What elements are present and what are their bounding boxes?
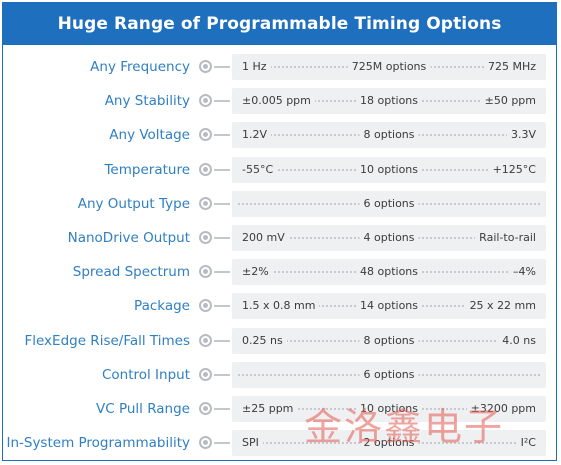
range-min: 1.5 x 0.8 mm: [238, 293, 320, 320]
option-count: 725M options: [347, 54, 431, 80]
option-label: Any Stability: [104, 93, 190, 110]
option-count: 6 options: [359, 361, 419, 388]
range-bar: 6 options: [232, 190, 546, 217]
range-max: –4%: [509, 259, 540, 286]
option-count: 8 options: [359, 122, 419, 149]
range-bar: ±0.005 ppm 18 options ±50 ppm: [232, 88, 546, 115]
range-min: -55°C: [238, 156, 278, 183]
option-row: Any Frequency 1 Hz 725M options 725 MHz: [3, 50, 556, 84]
option-row: Any Voltage 1.2V 8 options 3.3V: [3, 118, 556, 152]
range-max: 4.0 ns: [498, 327, 540, 354]
option-count: 10 options: [355, 156, 423, 183]
option-row: In-System Programmability SPI 2 options I²C: [3, 426, 556, 460]
slider-knob-icon[interactable]: [199, 230, 212, 244]
range-max: I²C: [516, 430, 540, 457]
watermark: 金洛鑫电子: [304, 405, 505, 449]
slider-knob-icon[interactable]: [199, 196, 212, 210]
connector-line: [214, 168, 230, 171]
range-bar: 6 options: [232, 361, 546, 388]
connector-line: [214, 373, 230, 376]
connector-line: [214, 339, 230, 342]
slider-knob-icon[interactable]: [199, 401, 212, 415]
range-bar: 1.2V 8 options 3.3V: [232, 122, 546, 149]
range-min: 1 Hz: [238, 54, 271, 80]
connector-line: [214, 271, 230, 274]
panel-title: Huge Range of Programmable Timing Option…: [3, 3, 556, 45]
slider-knob-icon[interactable]: [199, 60, 212, 73]
option-row: Any Output Type 6 options: [3, 187, 556, 221]
range-max: Rail-to-rail: [475, 224, 540, 251]
connector-line: [214, 66, 230, 68]
range-max: ±50 ppm: [480, 88, 540, 115]
options-list: Any Frequency 1 Hz 725M options 725 MHz Any …: [3, 50, 556, 460]
option-label: Package: [134, 298, 190, 315]
option-count: 14 options: [355, 293, 423, 320]
range-min: ±2%: [238, 259, 273, 286]
range-max: 25 x 22 mm: [465, 293, 540, 320]
option-count: 6 options: [359, 190, 419, 217]
range-min: 200 mV: [238, 224, 289, 251]
option-label: Temperature: [104, 161, 190, 178]
option-row: Control Input 6 options: [3, 358, 556, 392]
slider-knob-icon[interactable]: [199, 333, 212, 347]
option-count: 48 options: [355, 259, 423, 286]
range-max: +125°C: [488, 156, 540, 183]
range-bar: SPI 2 options I²C: [232, 430, 546, 457]
connector-line: [214, 202, 230, 205]
range-bar: 1 Hz 725M options 725 MHz: [232, 54, 546, 80]
option-label: Any Frequency: [90, 59, 190, 75]
connector-line: [214, 236, 230, 239]
slider-knob-icon[interactable]: [199, 265, 212, 279]
slider-knob-icon[interactable]: [199, 367, 212, 381]
range-bar: ±25 ppm 10 options ±3200 ppm: [232, 395, 546, 422]
slider-knob-icon[interactable]: [199, 162, 212, 176]
option-row: NanoDrive Output 200 mV 4 options Rail-to-r…: [3, 221, 556, 255]
connector-line: [214, 134, 230, 137]
timing-options-panel: Huge Range of Programmable Timing Option…: [2, 2, 557, 461]
range-bar: 200 mV 4 options Rail-to-rail: [232, 224, 546, 251]
range-bar: -55°C 10 options +125°C: [232, 156, 546, 183]
option-row: VC Pull Range ±25 ppm 10 options ±3200 ppm: [3, 392, 556, 426]
option-label: NanoDrive Output: [67, 229, 190, 246]
option-count: 8 options: [359, 327, 419, 354]
option-row: Any Stability ±0.005 ppm 18 options ±50 ppm: [3, 84, 556, 118]
option-count: 4 options: [359, 224, 419, 251]
range-max: 725 MHz: [483, 54, 540, 80]
option-label: FlexEdge Rise/Fall Times: [24, 332, 190, 349]
connector-line: [214, 100, 230, 103]
option-label: VC Pull Range: [96, 400, 190, 417]
slider-knob-icon[interactable]: [199, 128, 212, 142]
slider-knob-icon[interactable]: [199, 94, 212, 108]
range-min: ±25 ppm: [238, 395, 298, 422]
range-max: 3.3V: [506, 122, 540, 149]
option-row: FlexEdge Rise/Fall Times 0.25 ns 8 options…: [3, 324, 556, 358]
range-bar: 1.5 x 0.8 mm 14 options 25 x 22 mm: [232, 293, 546, 320]
range-min: 0.25 ns: [238, 327, 287, 354]
option-count: 2 options: [359, 430, 419, 457]
option-label: Any Output Type: [77, 195, 190, 212]
range-max: ±3200 ppm: [466, 395, 540, 422]
option-row: Temperature -55°C 10 options +125°C: [3, 153, 556, 187]
option-label: In-System Programmability: [6, 435, 190, 452]
range-min: ±0.005 ppm: [238, 88, 315, 115]
range-min: 1.2V: [238, 122, 272, 149]
connector-line: [214, 305, 230, 308]
range-bar: ±2% 48 options –4%: [232, 259, 546, 286]
range-bar: 0.25 ns 8 options 4.0 ns: [232, 327, 546, 354]
option-label: Spread Spectrum: [72, 264, 190, 281]
connector-line: [214, 407, 230, 410]
option-label: Control Input: [101, 366, 190, 383]
option-row: Spread Spectrum ±2% 48 options –4%: [3, 255, 556, 289]
slider-knob-icon[interactable]: [199, 436, 212, 450]
option-count: 18 options: [355, 88, 423, 115]
connector-line: [214, 442, 230, 445]
range-min: SPI: [238, 430, 263, 457]
option-label: Any Voltage: [109, 127, 190, 144]
slider-knob-icon[interactable]: [199, 299, 212, 313]
option-count: 10 options: [355, 395, 423, 422]
option-row: Package 1.5 x 0.8 mm 14 options 25 x 22 mm: [3, 289, 556, 323]
